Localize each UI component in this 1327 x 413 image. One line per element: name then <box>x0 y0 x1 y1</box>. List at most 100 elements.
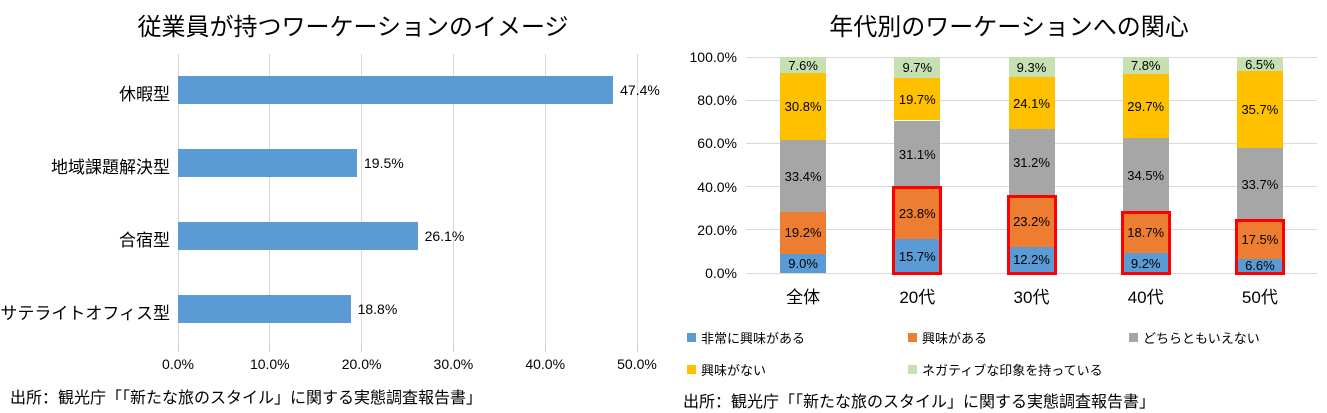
highlight-box <box>1120 210 1171 275</box>
category-label: 全体 <box>786 288 821 307</box>
category-label: 合宿型 <box>119 230 170 250</box>
segment-value-label: 9.3% <box>1016 59 1047 75</box>
x-tick-label: 50.0% <box>617 356 657 372</box>
x-tick-label: 30.0% <box>433 356 474 372</box>
y-tick-label: 100.0% <box>689 49 737 65</box>
bar-value-label: 47.4% <box>620 82 660 99</box>
stack-segment: 19.2% <box>780 212 827 254</box>
highlight-box <box>892 185 943 275</box>
highlight-box <box>1234 218 1285 275</box>
stack-segment: 9.0% <box>780 253 827 273</box>
segment-value-label: 33.7% <box>1241 177 1279 193</box>
stack-segment: 31.1% <box>894 120 941 188</box>
data-bar <box>178 221 418 250</box>
category-label: サテライトオフィス型 <box>0 303 170 323</box>
segment-value-label: 9.7% <box>902 59 933 75</box>
stack-segment: 33.4% <box>780 139 827 213</box>
stack-segment: 23.8% <box>894 187 941 240</box>
x-axis-tick <box>269 345 271 352</box>
stack-segment: 24.1% <box>1008 77 1055 130</box>
segment-value-label: 23.8% <box>898 205 936 221</box>
highlight-box <box>1006 194 1057 275</box>
left-bar-chart: 従業員が持つワーケーションのイメージ 出所：観光庁「「新たな旅のスタイル」に関す… <box>0 0 663 413</box>
segment-value-label: 6.5% <box>1245 56 1275 72</box>
segment-value-label: 17.5% <box>1241 232 1279 248</box>
y-tick-label: 40.0% <box>697 178 737 195</box>
right-stacked-chart: 年代別のワーケーションへの関心 非常に興味がある 興味がある どちらともいえない 興味… <box>663 0 1327 413</box>
segment-value-label: 9.0% <box>788 255 818 271</box>
segment-value-label: 15.7% <box>898 248 936 264</box>
legend-label: 非常に興味がある <box>701 331 806 346</box>
category-label: 50代 <box>1241 288 1278 307</box>
legend-item: 非常に興味がある <box>687 328 805 347</box>
stack-segment: 12.2% <box>1008 246 1055 273</box>
segment-value-label: 34.5% <box>1127 167 1165 183</box>
x-gridline <box>544 54 546 345</box>
segment-value-label: 33.4% <box>784 168 822 184</box>
stack-segment: 7.8% <box>1122 57 1169 75</box>
segment-value-label: 35.7% <box>1241 102 1279 118</box>
x-gridline <box>269 54 271 345</box>
category-label: 20代 <box>899 288 936 307</box>
stack-segment: 29.7% <box>1122 74 1169 139</box>
segment-value-label: 9.2% <box>1130 255 1161 271</box>
x-tick-label: 0.0% <box>162 356 194 372</box>
stack-segment: 18.7% <box>1122 212 1169 254</box>
right-source-note: 出所：観光庁「「新たな旅のスタイル」に関する実態調査報告書」 <box>683 394 1156 411</box>
stack-segment: 19.7% <box>894 77 941 121</box>
stack-segment: 6.5% <box>1236 56 1283 72</box>
category-label: 40代 <box>1127 288 1164 307</box>
stack-segment: 15.7% <box>894 239 941 273</box>
stack-segment: 9.2% <box>1122 253 1169 273</box>
x-tick-label: 40.0% <box>525 356 566 372</box>
stack-segment: 7.6% <box>780 57 827 74</box>
category-label: 休暇型 <box>119 85 170 105</box>
legend-label: どちらともいえない <box>1143 331 1260 346</box>
legend-swatch-icon <box>687 333 696 342</box>
data-bar <box>178 149 357 178</box>
segment-value-label: 19.2% <box>784 225 822 241</box>
segment-value-label: 6.6% <box>1245 258 1275 274</box>
segment-value-label: 30.8% <box>784 99 822 115</box>
bar-value-label: 19.5% <box>364 155 404 172</box>
category-label: 地域課題解決型 <box>51 158 170 178</box>
segment-value-label: 7.8% <box>1130 58 1161 74</box>
y-tick-label: 80.0% <box>697 92 737 109</box>
legend-item: 興味がある <box>908 328 987 347</box>
stack-segment: 17.5% <box>1236 220 1283 259</box>
x-axis-tick <box>636 345 638 352</box>
data-bar <box>178 294 351 323</box>
x-gridline <box>177 54 179 345</box>
segment-value-label: 23.2% <box>1013 214 1050 230</box>
x-axis-tick <box>452 345 454 352</box>
bar-value-label: 18.8% <box>357 300 398 317</box>
stack-segment: 9.7% <box>894 57 941 78</box>
segment-value-label: 12.2% <box>1013 252 1050 268</box>
legend-label: ネガティブな印象を持っている <box>922 363 1103 378</box>
stack-segment: 9.3% <box>1008 57 1055 78</box>
x-tick-label: 10.0% <box>249 356 290 372</box>
stack-segment: 30.8% <box>780 73 827 140</box>
stack-segment: 31.2% <box>1008 129 1055 197</box>
y-tick-label: 60.0% <box>697 135 737 152</box>
bar-value-label: 26.1% <box>424 227 465 244</box>
legend-swatch-icon <box>908 365 917 374</box>
stack-segment: 23.2% <box>1008 196 1055 247</box>
segment-value-label: 7.6% <box>788 57 818 73</box>
y-tick-label: 20.0% <box>697 221 737 238</box>
x-axis-tick <box>361 345 363 352</box>
segment-value-label: 31.2% <box>1013 155 1050 171</box>
segment-value-label: 29.7% <box>1127 98 1165 114</box>
segment-value-label: 31.1% <box>898 146 936 162</box>
stack-segment: 35.7% <box>1236 71 1283 149</box>
left-source-note: 出所：観光庁「「新たな旅のスタイル」に関する実態調査報告書」 <box>10 390 483 407</box>
x-gridline <box>361 54 363 345</box>
legend-swatch-icon <box>1129 333 1138 342</box>
legend-item: ネガティブな印象を持っている <box>908 360 1103 379</box>
x-axis-tick <box>544 345 546 352</box>
legend-swatch-icon <box>687 365 696 374</box>
legend-label: 興味がある <box>922 331 988 346</box>
right-chart-title: 年代別のワーケーションへの関心 <box>829 14 1189 41</box>
segment-value-label: 18.7% <box>1127 225 1165 241</box>
